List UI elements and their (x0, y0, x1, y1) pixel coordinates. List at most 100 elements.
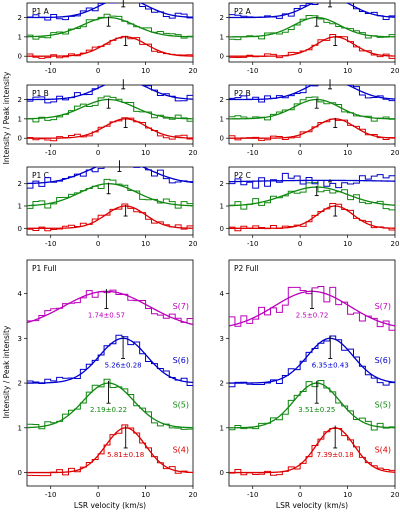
panel-title: P1 A (32, 7, 50, 16)
spectrum-steps (27, 203, 193, 232)
spectrum-steps (27, 424, 193, 477)
x-tick-label: -10 (45, 67, 56, 75)
x-tick-label: 0 (298, 240, 302, 248)
velocity-annotation: 3.51±0.25 (298, 406, 335, 414)
panel-p2-b: -10 0 10 20 0 1 2 P2 B (220, 79, 399, 157)
spectrum-steps (229, 85, 395, 103)
series-label: S(5) (375, 401, 391, 410)
spectrum-steps (27, 13, 193, 40)
y-tick-label: 2 (18, 14, 22, 22)
spectrum-steps (229, 379, 395, 431)
velocity-annotation: 5.81±0.18 (107, 451, 144, 459)
series-s5 (27, 13, 193, 40)
spectrum-steps (27, 378, 193, 430)
panel-title: P2 Full (234, 264, 259, 273)
axes-frame (228, 259, 396, 487)
y-tick-label: 1 (18, 424, 22, 432)
series-label: S(7) (375, 302, 391, 311)
y-axis-label-bottom: Intensity / Peak intensity (2, 325, 11, 418)
series-s5 (27, 95, 193, 123)
y-tick-label: 1 (220, 33, 224, 41)
panel-p1-b: -10 0 10 20 0 1 2 P1 B (18, 79, 197, 157)
x-tick-label: 10 (141, 491, 150, 499)
y-tick-label: 0 (220, 53, 224, 61)
y-tick-label: 0 (18, 469, 22, 477)
gaussian-fit (27, 118, 193, 139)
series-s6 (229, 3, 395, 21)
x-tick-label: 10 (141, 240, 150, 248)
x-tick-label: 20 (189, 491, 198, 499)
x-tick-label: 0 (298, 491, 302, 499)
panel-title: P2 B (234, 89, 251, 98)
y-tick-label: 0 (220, 135, 224, 143)
series-s5 (229, 181, 395, 211)
velocity-annotation: 1.74±0.57 (88, 311, 125, 319)
series-s4 (229, 118, 395, 141)
gaussian-fit (27, 183, 193, 207)
series-s4 (229, 203, 395, 232)
series-s7 (27, 289, 193, 326)
x-tick-label: 0 (298, 149, 302, 157)
gaussian-fit (229, 337, 395, 384)
series-s4 (27, 424, 193, 477)
y-tick-label: 1 (220, 115, 224, 123)
gaussian-fit (27, 382, 193, 429)
velocity-annotation: 2.19±0.22 (90, 406, 127, 414)
y-tick-label: 2 (220, 14, 224, 22)
gaussian-fit (229, 36, 395, 57)
y-tick-label: 0 (18, 225, 22, 233)
y-tick-label: 0 (18, 135, 22, 143)
series-s6 (27, 3, 193, 21)
y-tick-label: 0 (18, 53, 22, 61)
gaussian-fit (229, 118, 395, 139)
series-s6 (229, 85, 395, 103)
axes-frame (228, 166, 396, 236)
panel-title: P2 A (234, 7, 252, 16)
x-tick-label: 20 (391, 491, 400, 499)
x-tick-label: 20 (391, 67, 400, 75)
velocity-annotation: 5.26±0.28 (105, 361, 142, 369)
series-label: S(7) (173, 302, 189, 311)
series-s6 (27, 334, 193, 387)
series-s5 (229, 379, 395, 431)
spectrum-steps (27, 178, 193, 209)
axes-frame (26, 259, 194, 487)
gaussian-fit (27, 290, 193, 326)
spectrum-steps (27, 334, 193, 387)
y-tick-label: 3 (220, 335, 224, 343)
spectrum-steps (229, 203, 395, 232)
panel-title: P2 C (234, 171, 251, 180)
y-tick-label: 1 (18, 203, 22, 211)
series-s6 (27, 167, 193, 189)
y-tick-label: 2 (220, 180, 224, 188)
y-tick-label: 4 (18, 290, 23, 298)
series-label: S(4) (375, 445, 391, 454)
panel-title: P1 C (32, 171, 49, 180)
x-axis-label: LSR velocity (km/s) (74, 501, 146, 510)
y-tick-label: 2 (18, 380, 22, 388)
y-tick-label: 0 (220, 469, 224, 477)
x-tick-label: 10 (343, 149, 352, 157)
y-tick-label: 4 (220, 290, 225, 298)
x-tick-label: 20 (391, 240, 400, 248)
gaussian-fit (27, 16, 193, 38)
y-tick-label: 1 (220, 203, 224, 211)
spectrum-steps (27, 117, 193, 142)
gaussian-fit (229, 16, 395, 38)
series-s5 (229, 15, 395, 41)
gaussian-fit (27, 36, 193, 57)
velocity-annotation: 6.35±0.43 (312, 361, 349, 369)
spectrum-steps (27, 95, 193, 123)
series-s6 (229, 335, 395, 388)
panel-p1-a: -10 0 10 20 0 1 2 P1 A (18, 0, 197, 75)
x-tick-label: 10 (141, 149, 150, 157)
gaussian-fit (27, 337, 193, 384)
x-tick-label: 10 (343, 67, 352, 75)
spectrum-steps (229, 15, 395, 41)
velocity-annotation: 7.39±0.18 (317, 451, 354, 459)
series-s5 (27, 378, 193, 430)
gaussian-fit (27, 205, 193, 229)
x-tick-label: -10 (45, 491, 56, 499)
axes-frame (26, 166, 194, 236)
